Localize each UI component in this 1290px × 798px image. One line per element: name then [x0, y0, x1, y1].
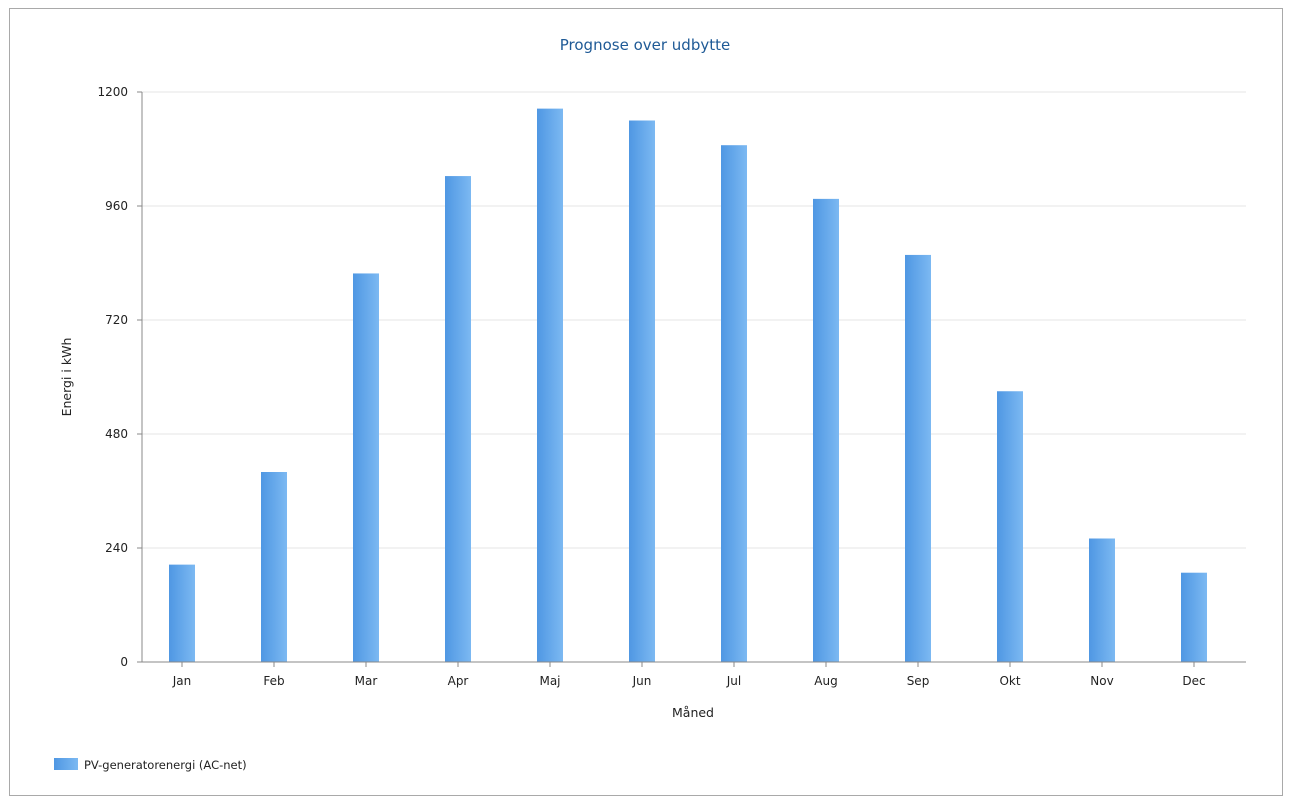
bar-aug [813, 198, 839, 662]
y-tick-label: 0 [120, 655, 128, 669]
y-tick-label: 240 [105, 541, 128, 555]
bar-okt [997, 391, 1023, 662]
y-tick-label: 480 [105, 427, 128, 441]
bar-feb [261, 472, 287, 662]
bar-jun [629, 120, 655, 662]
y-axis-ticks: 0 240 480 720 960 1200 [97, 85, 142, 669]
bar-mar [353, 273, 379, 662]
x-tick-label: Maj [539, 674, 560, 688]
bar-dec [1181, 572, 1207, 662]
bar-jul [721, 145, 747, 662]
x-tick-label: Dec [1182, 674, 1205, 688]
x-tick-label: Okt [999, 674, 1020, 688]
x-tick-label: Apr [448, 674, 469, 688]
x-tick-label: Nov [1090, 674, 1113, 688]
bars [169, 108, 1207, 663]
legend: PV-generatorenergi (AC-net) [54, 758, 247, 772]
x-tick-label: Sep [907, 674, 930, 688]
legend-label: PV-generatorenergi (AC-net) [84, 758, 247, 772]
y-tick-label: 1200 [97, 85, 128, 99]
gridlines [142, 91, 1246, 549]
x-axis-ticks: Jan Feb Mar Apr Maj Jun Jul Aug Sep Okt Nov Dec [172, 662, 1206, 688]
x-tick-label: Jun [632, 674, 652, 688]
x-tick-label: Feb [263, 674, 284, 688]
legend-swatch [54, 758, 78, 770]
x-tick-label: Aug [814, 674, 837, 688]
x-tick-label: Mar [355, 674, 378, 688]
y-tick-label: 960 [105, 199, 128, 213]
y-axis-label: Energi i kWh [59, 338, 74, 417]
x-axis-label: Måned [672, 705, 714, 720]
bar-apr [445, 176, 471, 662]
bar-sep [905, 254, 931, 663]
x-tick-label: Jul [726, 674, 741, 688]
chart-title: Prognose over udbytte [560, 36, 730, 54]
y-tick-label: 720 [105, 313, 128, 327]
x-tick-label: Jan [172, 674, 192, 688]
bar-jan [169, 564, 195, 662]
bar-maj [537, 108, 563, 662]
bar-nov [1089, 538, 1115, 662]
